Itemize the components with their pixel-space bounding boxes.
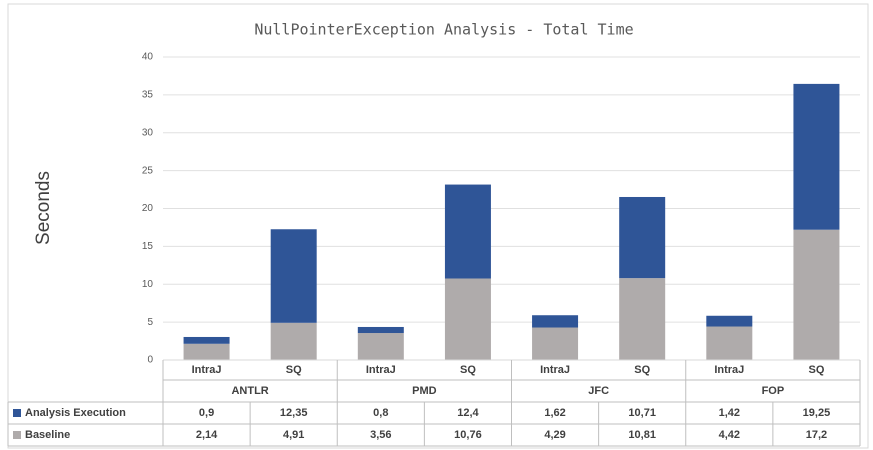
legend-swatch [13,431,21,439]
legend-swatch [13,409,21,417]
group-label: JFC [588,385,609,397]
y-tick-label: 5 [147,317,153,328]
x-tick-label: SQ [286,364,302,376]
x-tick-label: IntraJ [192,364,222,376]
x-tick-label: IntraJ [714,364,744,376]
y-axis-label: Seconds [33,171,54,245]
data-label: 10,81 [628,429,656,441]
data-label: 10,71 [628,407,656,419]
y-tick-label: 10 [142,279,154,290]
bar-segment [619,196,666,279]
data-label: 4,42 [719,429,740,441]
x-tick-label: IntraJ [540,364,570,376]
legend-label: Baseline [25,429,70,441]
bar-segment [793,83,840,230]
x-tick-label: SQ [634,364,650,376]
data-label: 2,14 [196,429,218,441]
bar-segment [183,336,230,344]
data-label: 12,4 [457,407,479,419]
data-label: 12,35 [280,407,308,419]
data-label: 1,62 [544,407,565,419]
y-tick-label: 15 [142,241,154,252]
bar-segment [619,278,666,360]
bar-segment [532,315,579,328]
bar-segment [706,315,753,327]
bar-segment [357,333,404,360]
data-label: 1,42 [719,407,740,419]
bar-segment [444,184,491,279]
group-label: FOP [762,385,785,397]
chart-border [7,3,869,449]
bar-segment [270,229,317,323]
data-label: 3,56 [370,429,391,441]
data-label: 0,8 [373,407,388,419]
data-label: 10,76 [454,429,482,441]
y-tick-label: 30 [142,127,154,138]
x-tick-label: IntraJ [366,364,396,376]
bar-segment [357,326,404,334]
y-tick-label: 20 [142,203,154,214]
legend-label: Analysis Execution [25,407,126,419]
bar-segment [706,326,753,360]
y-tick-label: 35 [142,90,154,101]
data-label: 19,25 [803,407,831,419]
y-tick-label: 25 [142,165,154,176]
bar-segment [793,229,840,360]
group-label: ANTLR [231,385,268,397]
y-tick-label: 40 [142,52,154,63]
bar-segment [270,322,317,360]
chart-title: NullPointerException Analysis - Total Ti… [254,21,633,39]
y-tick-label: 0 [147,355,153,366]
bar-segment [183,343,230,360]
data-label: 17,2 [806,429,827,441]
x-tick-label: SQ [808,364,824,376]
data-label: 4,29 [544,429,565,441]
group-label: PMD [412,385,437,397]
bar-segment [532,327,579,360]
data-label: 4,91 [283,429,304,441]
x-tick-label: SQ [460,364,476,376]
data-label: 0,9 [199,407,214,419]
bar-segment [444,278,491,360]
